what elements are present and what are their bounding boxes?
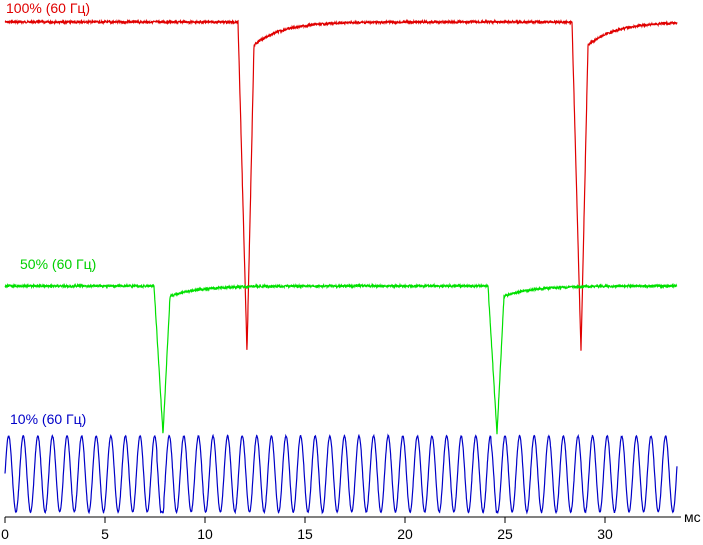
x-tick-label-5: 5 — [101, 526, 109, 542]
x-tick-label-0: 0 — [1, 526, 9, 542]
x-axis: мс 0 5 10 15 20 25 30 — [1, 509, 701, 542]
series-label-10: 10% (60 Гц) — [10, 411, 86, 427]
x-tick-label-30: 30 — [597, 526, 613, 542]
series-label-100: 100% (60 Гц) — [6, 0, 90, 16]
x-axis-title: мс — [684, 509, 701, 525]
x-tick-label-25: 25 — [497, 526, 513, 542]
series-line-1 — [4, 282, 678, 435]
x-tick-label-15: 15 — [297, 526, 313, 542]
series-layer — [4, 18, 678, 515]
series-line-2 — [4, 433, 678, 515]
x-tick-label-10: 10 — [197, 526, 213, 542]
series-labels: 100% (60 Гц) 50% (60 Гц) 10% (60 Гц) — [6, 0, 96, 427]
x-tick-label-20: 20 — [397, 526, 413, 542]
series-line-0 — [4, 18, 678, 351]
series-label-50: 50% (60 Гц) — [20, 256, 96, 272]
